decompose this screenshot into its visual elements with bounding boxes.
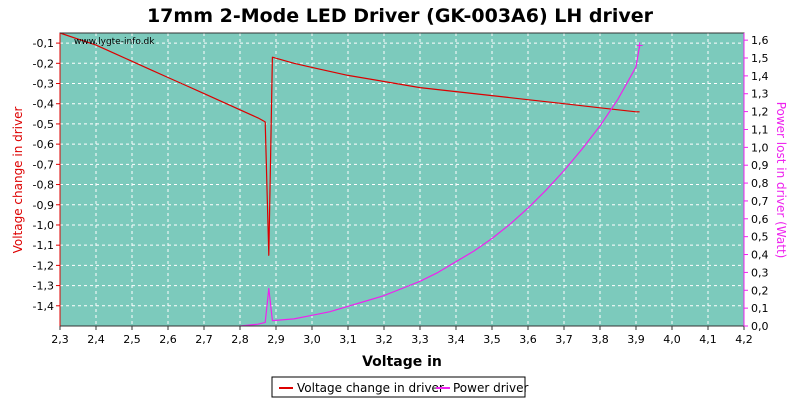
left-y-tick-label: -0,4 xyxy=(33,98,54,111)
legend-label-voltage: Voltage change in driver xyxy=(297,381,444,395)
x-tick-label: 2,6 xyxy=(159,333,177,346)
left-y-tick-label: -0,9 xyxy=(33,199,54,212)
left-y-tick-label: -0,8 xyxy=(33,179,54,192)
x-tick-label: 4,0 xyxy=(663,333,681,346)
left-y-tick-label: -0,6 xyxy=(33,138,54,151)
chart-title: 17mm 2-Mode LED Driver (GK-003A6) LH dri… xyxy=(147,5,654,27)
right-y-tick-label: 0,7 xyxy=(751,195,769,208)
left-y-tick-label: -1,4 xyxy=(33,300,54,313)
x-tick-label: 3,7 xyxy=(555,333,573,346)
x-tick-label: 3,5 xyxy=(483,333,501,346)
gridlines xyxy=(59,33,745,326)
left-y-tick-label: -0,7 xyxy=(33,158,54,171)
right-y-tick-label: 0,9 xyxy=(751,159,769,172)
left-y-tick-label: -0,2 xyxy=(33,57,54,70)
power-end-marker xyxy=(636,42,643,49)
x-tick-label: 3,6 xyxy=(519,333,537,346)
right-y-axis-label: Power lost in driver (Watt) xyxy=(774,102,788,259)
legend-label-power: Power driver xyxy=(453,381,528,395)
right-y-tick-label: 0,1 xyxy=(751,302,769,315)
right-y-tick-label: 0,6 xyxy=(751,213,769,226)
series-line-voltage-change xyxy=(59,32,640,256)
x-tick-label: 2,8 xyxy=(231,333,249,346)
left-y-tick-label: -1,2 xyxy=(33,259,54,272)
right-y-tick-label: 0,5 xyxy=(751,231,769,244)
x-tick-label: 2,9 xyxy=(267,333,285,346)
x-tick-label: 2,3 xyxy=(51,333,69,346)
legend-box xyxy=(271,376,526,398)
x-axis-label: Voltage in xyxy=(362,354,442,370)
x-tick-label: 3,1 xyxy=(339,333,357,346)
left-y-tick-label: -0,5 xyxy=(33,118,54,131)
left-y-tick-label: -1,3 xyxy=(33,280,54,293)
left-y-tick-label: -0,1 xyxy=(33,37,54,50)
series-line-power xyxy=(239,45,641,327)
watermark-text: www.lygte-info.dk xyxy=(74,37,155,47)
right-y-tick-label: 1,3 xyxy=(751,88,769,101)
right-y-tick-label: 0,0 xyxy=(751,320,769,333)
right-y-tick-label: 0,3 xyxy=(751,266,769,279)
plot-area xyxy=(60,33,744,326)
x-tick-label: 3,0 xyxy=(303,333,321,346)
x-tick-label: 2,7 xyxy=(195,333,213,346)
right-y-tick-label: 0,2 xyxy=(751,284,769,297)
right-y-tick-label: 1,4 xyxy=(751,70,769,83)
x-tick-label: 3,8 xyxy=(591,333,609,346)
x-tick-label: 4,2 xyxy=(735,333,753,346)
right-y-tick-label: 1,6 xyxy=(751,34,769,47)
series-layer xyxy=(59,32,643,327)
x-tick-label: 2,4 xyxy=(87,333,105,346)
x-tick-label: 3,3 xyxy=(411,333,429,346)
x-tick-label: 4,1 xyxy=(699,333,717,346)
left-y-tick-label: -0,3 xyxy=(33,78,54,91)
legend: Voltage change in driver Power driver xyxy=(271,376,528,398)
right-y-tick-label: 1,2 xyxy=(751,106,769,119)
x-tick-label: 3,2 xyxy=(375,333,393,346)
left-y-axis-label: Voltage change in driver xyxy=(11,107,25,254)
right-y-tick-label: 1,0 xyxy=(751,141,769,154)
left-y-tick-label: -1,1 xyxy=(33,239,54,252)
right-y-tick-label: 1,5 xyxy=(751,52,769,65)
x-tick-label: 2,5 xyxy=(123,333,141,346)
right-y-tick-label: 0,4 xyxy=(751,249,769,262)
left-y-tick-label: -1,0 xyxy=(33,219,54,232)
x-axis: 2,3 2,4 2,5 2,6 2,7 2,8 2,9 3,0 3,1 3,2 3,3 3,4 3,5 3… xyxy=(51,326,753,346)
left-y-axis: -0,1 -0,2 -0,3 -0,4 -0,5 -0,6 -0,7 -0,8 -0,9 -1,0… xyxy=(33,33,61,326)
x-tick-label: 3,9 xyxy=(627,333,645,346)
right-y-tick-label: 0,8 xyxy=(751,177,769,190)
x-tick-label: 3,4 xyxy=(447,333,465,346)
right-y-axis: 0,0 0,1 0,2 0,3 0,4 0,5 0,6 0,7 0,8 0,9 1,0 1,1 1,2 1… xyxy=(743,33,769,333)
right-y-tick-label: 1,1 xyxy=(751,123,769,136)
